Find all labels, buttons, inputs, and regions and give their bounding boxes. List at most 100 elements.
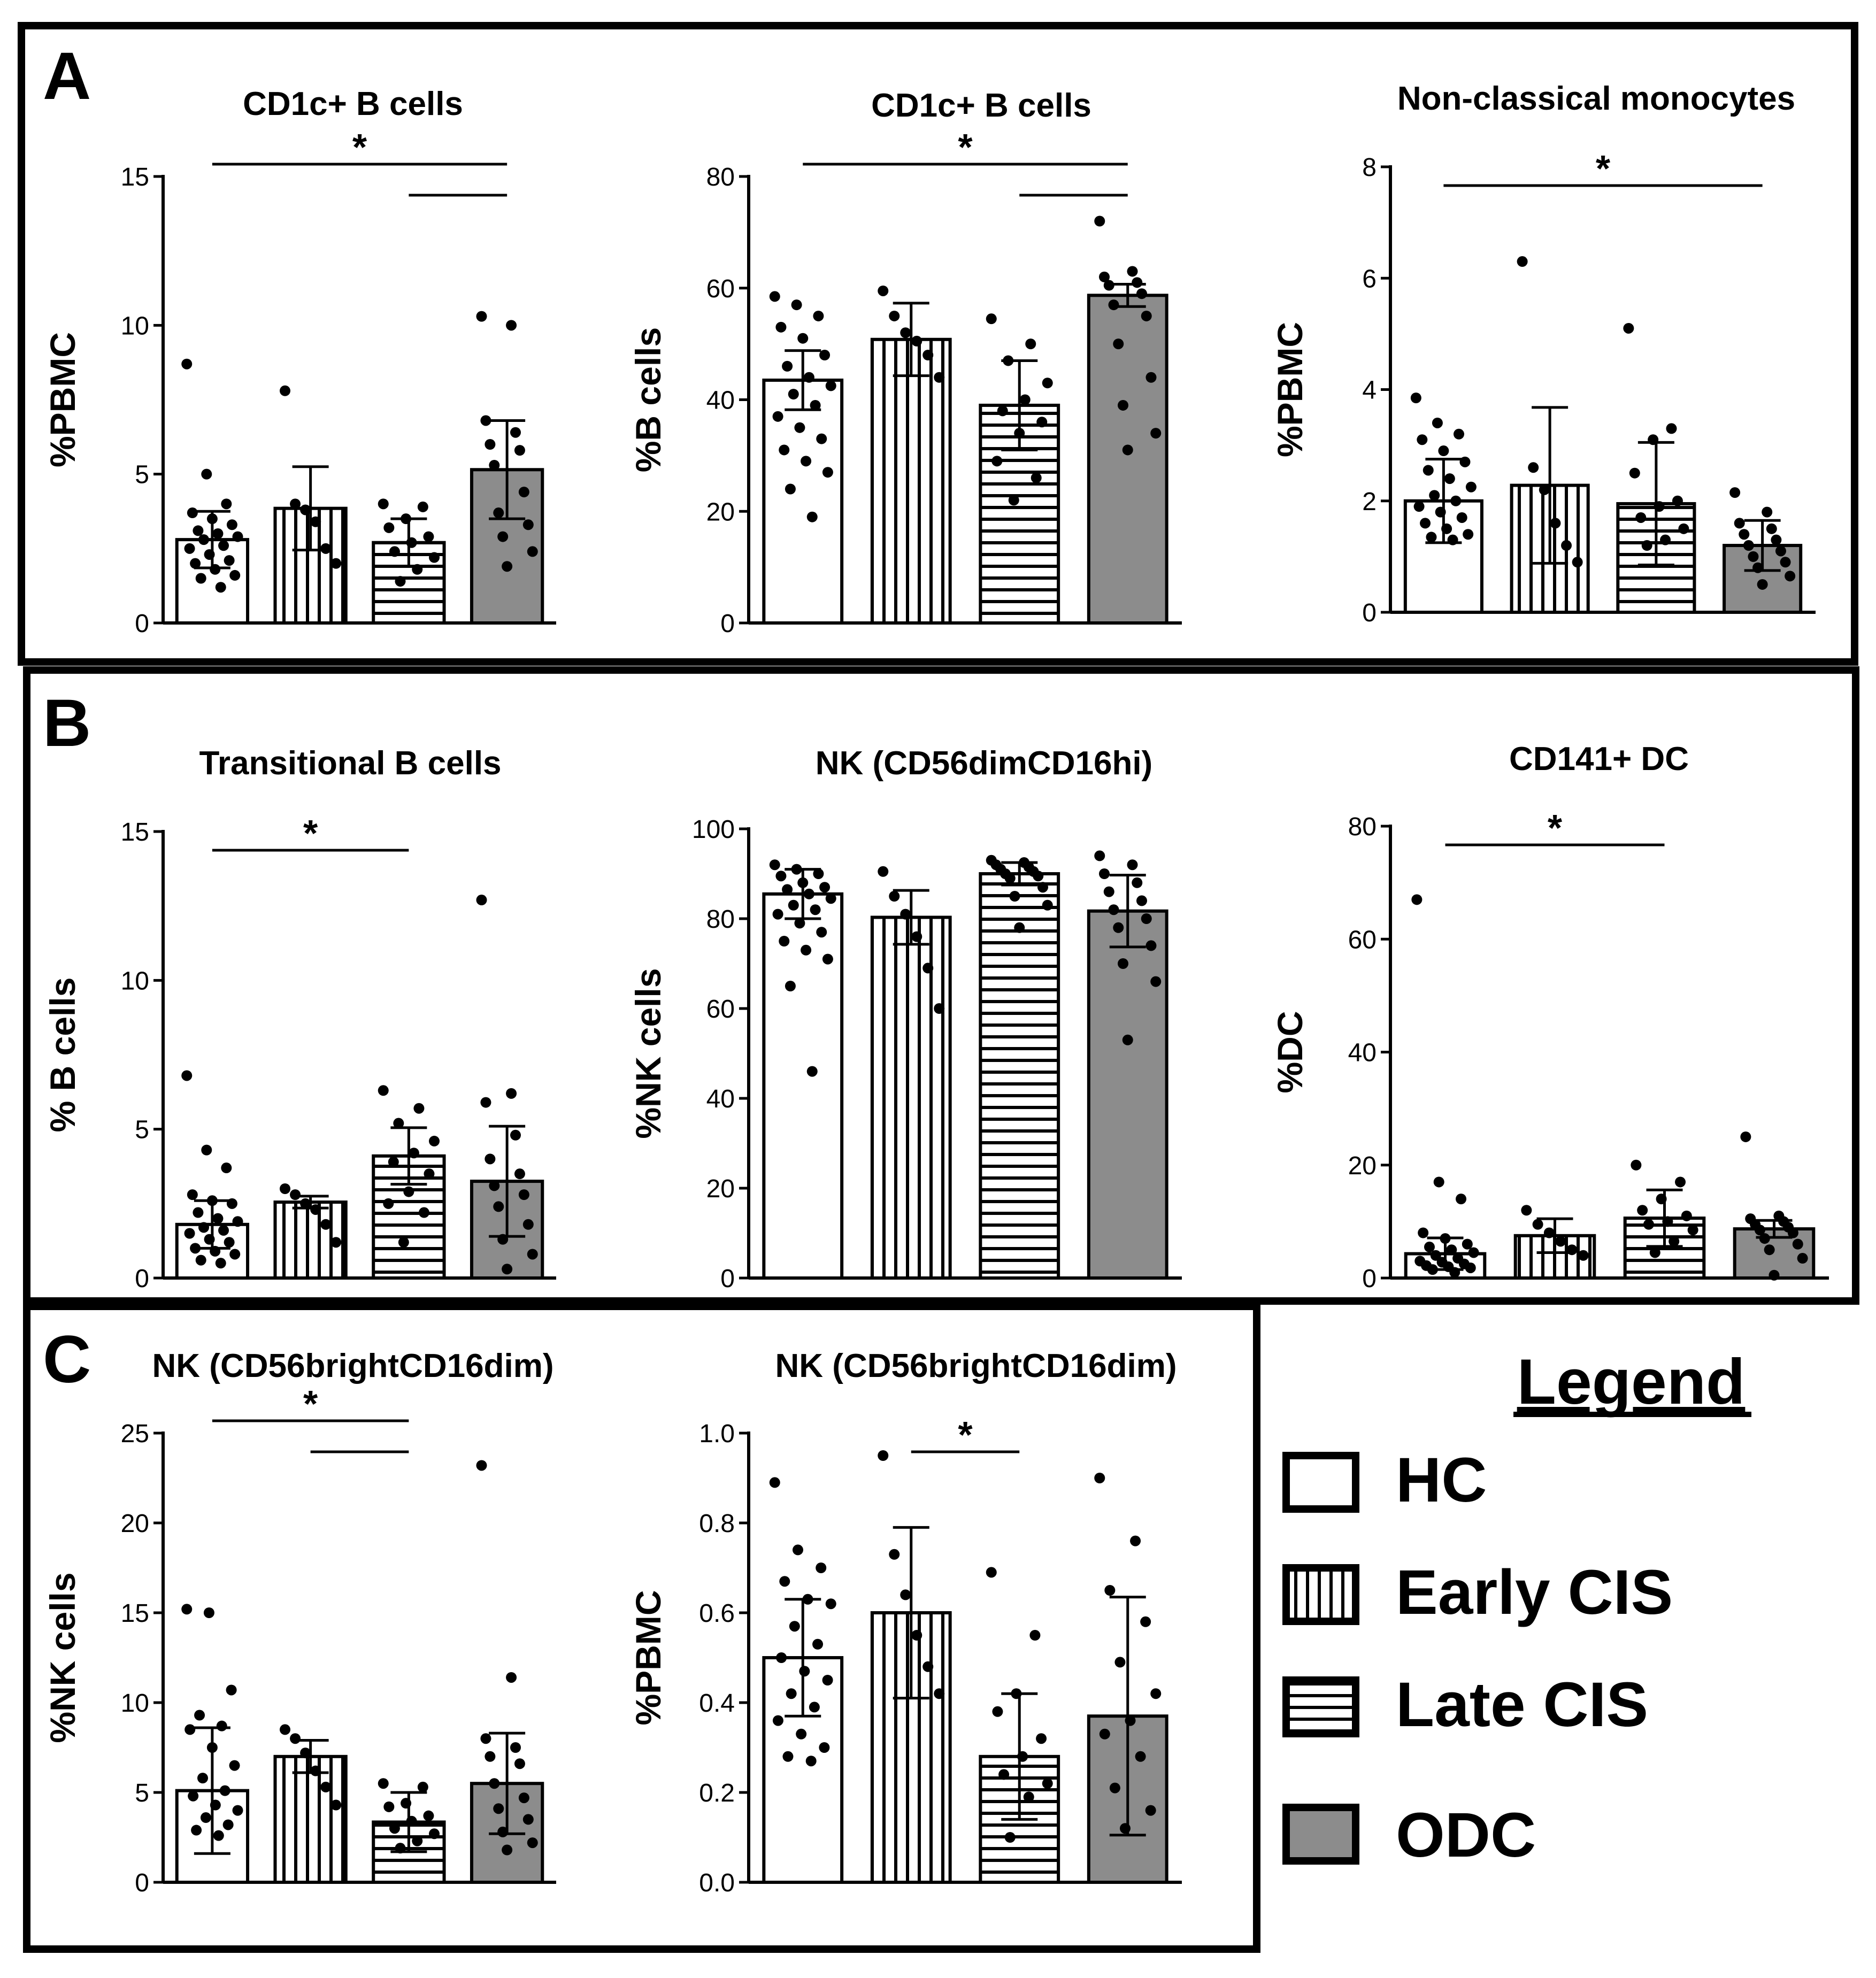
data-point-early-cis [330, 1799, 342, 1811]
chart-title: CD1c+ B cells [243, 86, 463, 122]
chart-nk-cd56bright-nk: NK (CD56brightCD16dim) %NK cells 0 5 10 15 20 2… [43, 1348, 556, 1897]
data-point-hc [785, 981, 796, 991]
data-point-late-cis [1037, 882, 1048, 893]
data-point-early-cis [889, 891, 900, 902]
data-point-late-cis [1649, 1247, 1660, 1258]
data-point-late-cis [1648, 434, 1659, 445]
data-point-hc [822, 953, 833, 965]
data-point-odc [522, 1814, 534, 1825]
data-point-hc [226, 519, 237, 530]
legend-label-early-cis: Early CIS [1396, 1557, 1673, 1628]
data-point-hc [782, 1751, 794, 1762]
data-point-late-cis [418, 1207, 429, 1218]
y-tick-label: 20 [121, 1510, 149, 1538]
data-point-hc [792, 1544, 803, 1556]
y-tick-label: 0 [135, 1869, 149, 1897]
data-point-hc [193, 525, 204, 536]
y-tick-label: 20 [706, 498, 735, 526]
data-point-odc [1104, 1585, 1116, 1596]
data-point-hc [210, 564, 221, 575]
data-point-hc [789, 1621, 800, 1632]
data-point-hc [216, 1720, 227, 1731]
data-point-early-cis [320, 543, 332, 554]
y-tick-label: 2 [1362, 488, 1377, 516]
data-point-odc [1743, 540, 1754, 551]
data-point-early-cis [300, 504, 311, 515]
data-point-odc [1114, 1657, 1126, 1668]
data-point-odc [1136, 895, 1147, 906]
data-point-hc [1420, 518, 1431, 529]
data-point-late-cis [389, 1823, 400, 1834]
data-point-hc [190, 558, 201, 569]
data-point-hc [210, 1245, 221, 1257]
data-point-hc [181, 1604, 193, 1615]
data-point-odc [502, 561, 513, 572]
panel-label-b: B [43, 686, 91, 760]
data-point-early-cis [279, 1183, 290, 1194]
y-axis-label: % B cells [43, 978, 82, 1133]
data-point-hc [1417, 434, 1428, 445]
data-point-odc [1118, 958, 1129, 969]
y-axis-label: %B cells [628, 327, 668, 472]
data-point-hc [788, 899, 799, 911]
data-point-early-cis [900, 909, 911, 920]
data-point-odc [497, 1826, 509, 1837]
data-point-late-cis [1011, 1688, 1022, 1699]
y-tick-label: 0.2 [699, 1779, 735, 1807]
data-point-odc [489, 1778, 500, 1789]
data-point-hc [803, 888, 814, 899]
data-point-late-cis [408, 1148, 419, 1159]
y-tick-label: 1.0 [699, 1420, 735, 1448]
data-point-odc [489, 1180, 500, 1191]
bar-odc [470, 468, 544, 625]
chart-title: CD141+ DC [1509, 741, 1689, 778]
data-point-late-cis [1023, 1791, 1034, 1803]
data-point-odc [476, 1460, 487, 1471]
data-point-late-cis [412, 1835, 423, 1846]
data-point-late-cis [1009, 891, 1020, 902]
data-point-odc [1130, 1535, 1141, 1546]
data-point-early-cis [934, 1688, 945, 1699]
data-point-hc [825, 380, 836, 391]
bar-early-cis [870, 915, 952, 1280]
data-point-hc [1424, 1241, 1435, 1252]
data-point-hc [198, 534, 209, 545]
legend: Legend HC Early CIS Late CIS ODC [1282, 1346, 1751, 1871]
data-point-odc [1118, 399, 1129, 411]
data-point-hc [229, 1760, 240, 1771]
data-point-odc [1145, 940, 1157, 951]
data-point-hc [194, 1710, 205, 1721]
y-tick-label: 0 [720, 1265, 735, 1293]
data-point-odc [1108, 299, 1119, 311]
data-point-odc [514, 445, 525, 456]
data-point-hc [184, 543, 195, 554]
data-point-hc [195, 573, 206, 584]
data-point-late-cis [1042, 378, 1053, 389]
data-point-odc [510, 1742, 521, 1753]
data-point-odc [1145, 1805, 1156, 1816]
data-point-hc [213, 1830, 224, 1841]
data-point-odc [510, 427, 521, 438]
y-tick-label: 15 [121, 818, 149, 846]
data-point-hc [822, 1675, 833, 1685]
data-point-odc [480, 1733, 491, 1744]
y-tick-label: 6 [1362, 265, 1377, 293]
data-point-odc [1122, 1034, 1133, 1045]
data-point-late-cis [1669, 1236, 1680, 1247]
data-point-hc [201, 468, 212, 480]
data-point-hc [184, 1724, 196, 1735]
chart-transitional-b-cells: Transitional B cells % B cells 0 5 10 15 * [43, 745, 556, 1293]
significance-star: * [1548, 807, 1563, 849]
data-point-late-cis [378, 1085, 389, 1096]
data-point-odc [1132, 877, 1143, 888]
data-point-odc [1108, 904, 1119, 915]
data-point-odc [1109, 1782, 1120, 1794]
data-point-odc [1119, 1823, 1131, 1834]
data-point-late-cis [992, 1706, 1003, 1717]
data-point-odc [489, 459, 500, 471]
data-point-hc [779, 936, 790, 946]
significance-star: * [958, 1414, 973, 1456]
data-point-odc [1094, 1473, 1105, 1483]
data-point-late-cis [401, 513, 412, 525]
data-point-late-cis [1003, 355, 1014, 366]
